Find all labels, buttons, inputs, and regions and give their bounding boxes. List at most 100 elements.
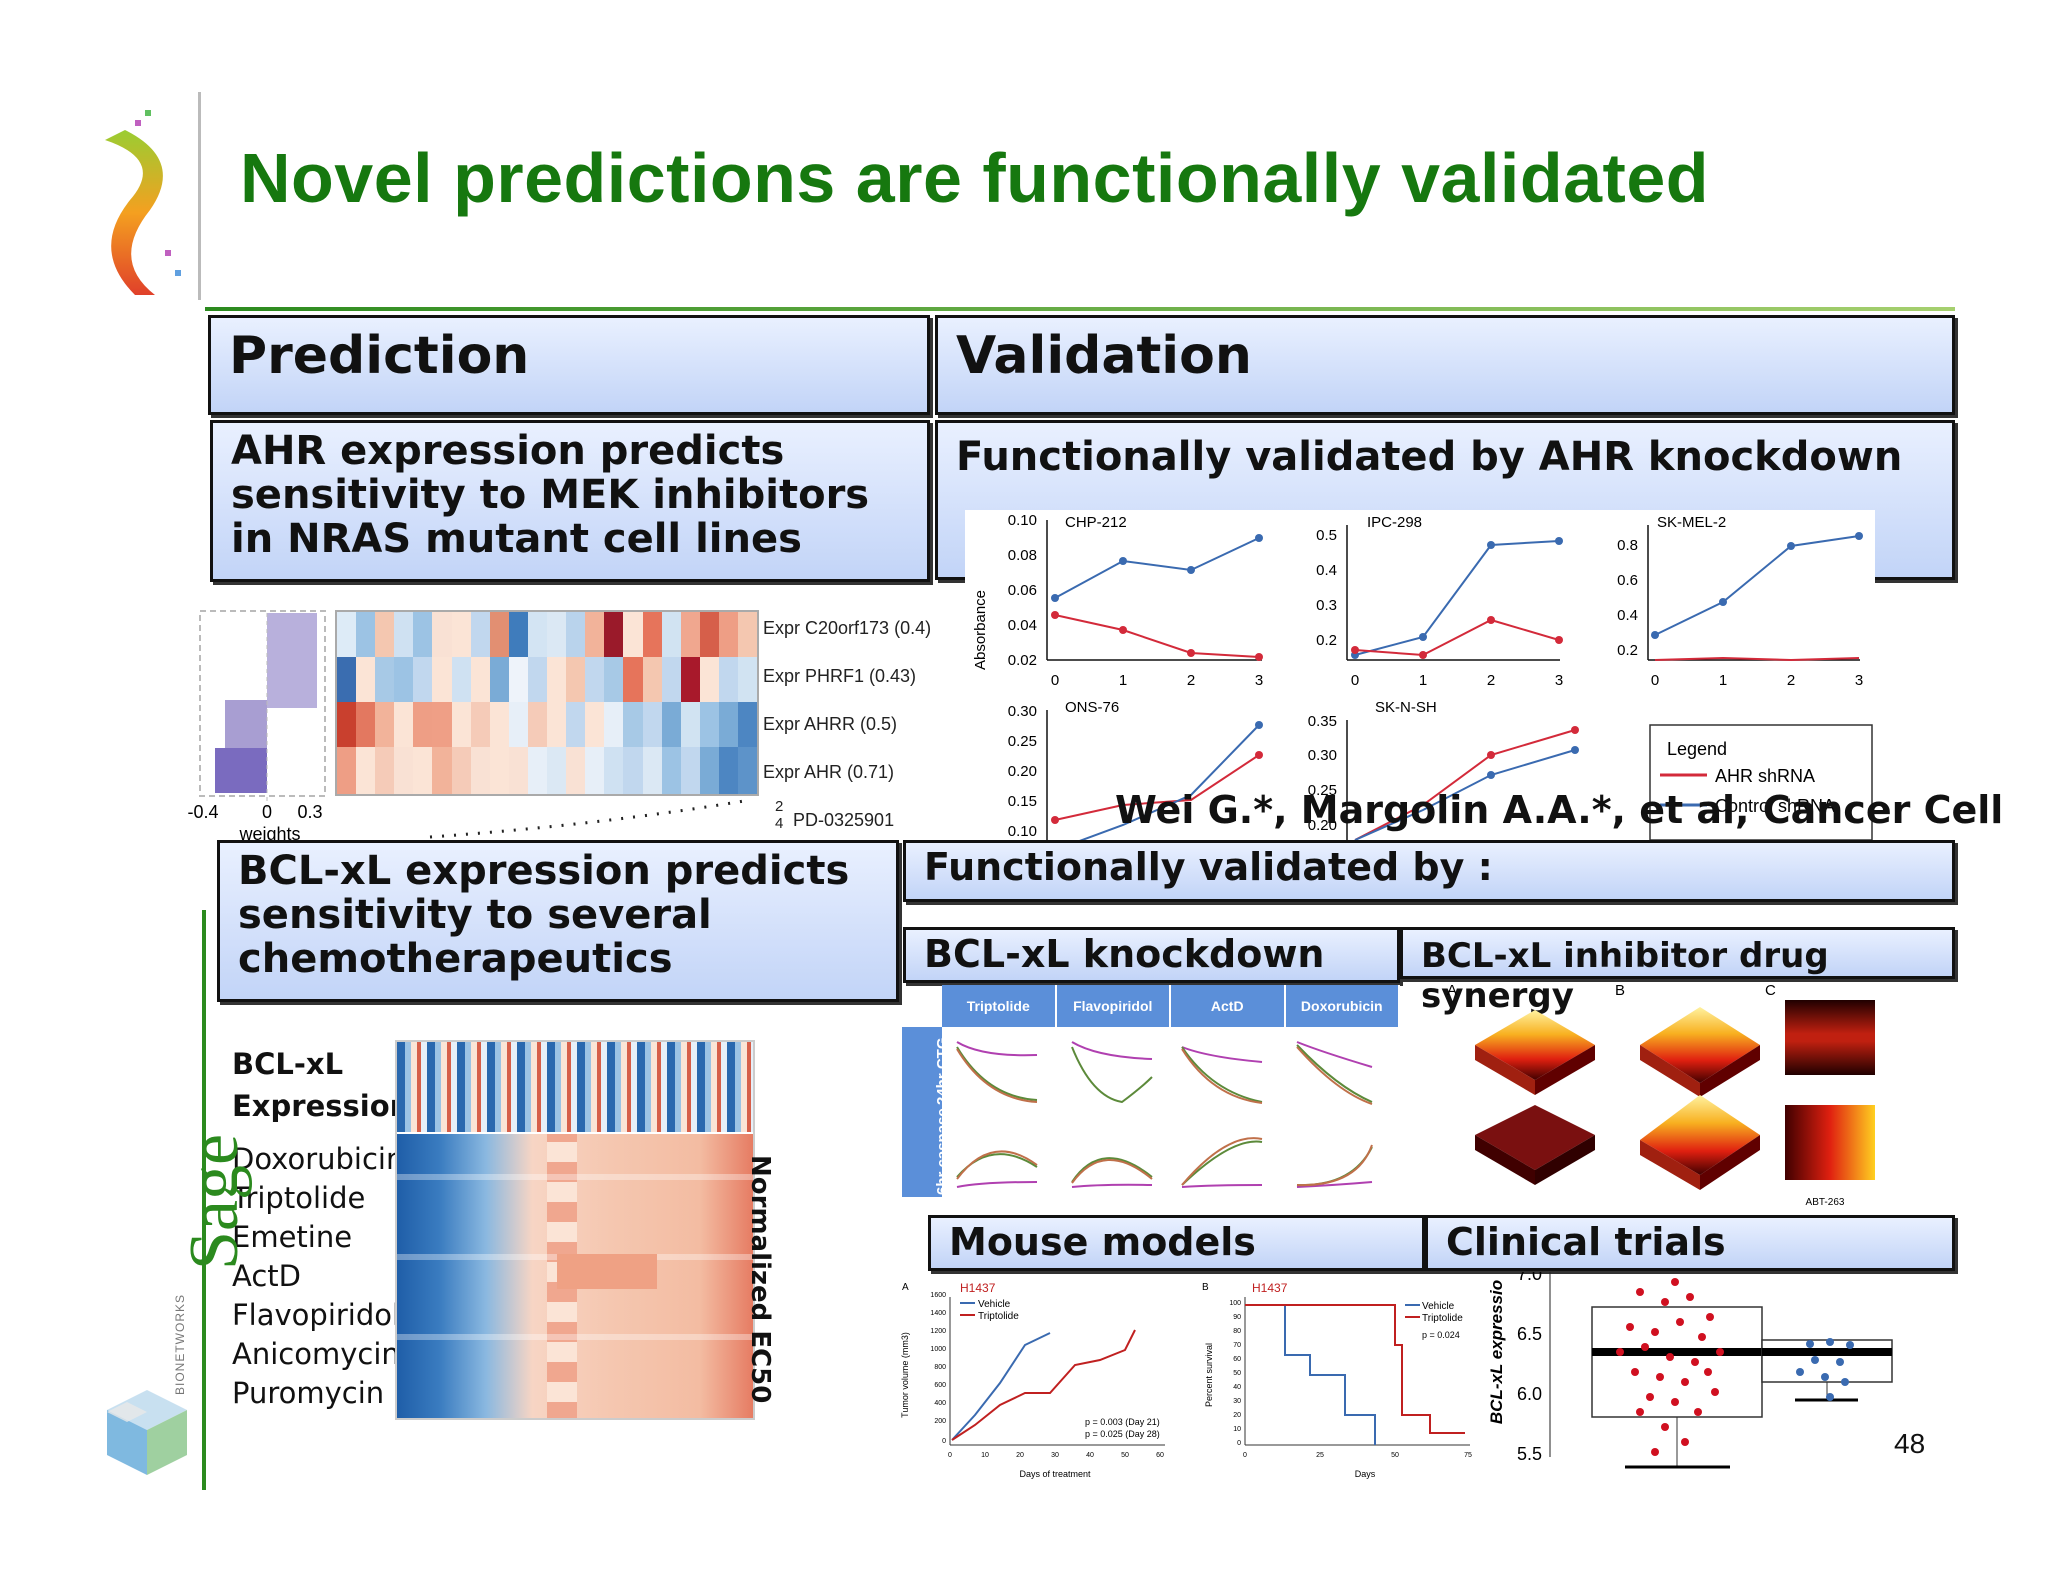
svg-text:0.3: 0.3	[297, 802, 322, 822]
mouse-plots: A H1437 Vehicle Triptolide Tumor volume …	[900, 1281, 1472, 1479]
svg-text:p = 0.003 (Day 21): p = 0.003 (Day 21)	[1085, 1417, 1160, 1427]
svg-text:100: 100	[1229, 1300, 1241, 1307]
svg-text:20: 20	[1233, 1412, 1241, 1419]
heatmap1-row-1: Expr C20orf173 (0.4)	[763, 618, 932, 638]
ahr-knockdown-plots: Absorbance CHP-212 0.10 0.08 0.06 0.04 0…	[972, 512, 1873, 851]
svg-text:40: 40	[1086, 1452, 1094, 1459]
panel-sk-n-sh: SK-N-SH 0.35 0.30 0.25 0.20	[1308, 699, 1579, 841]
svg-text:1400: 1400	[930, 1310, 946, 1317]
svg-text:Triptolide: Triptolide	[1422, 1313, 1463, 1324]
panel-sk-mel-2: SK-MEL-2 0.8 0.6 0.4 0.2 0 1 2 3	[1617, 514, 1863, 689]
svg-text:0: 0	[1351, 672, 1359, 689]
svg-text:0.06: 0.06	[1008, 582, 1037, 599]
panel-ipc-298: IPC-298 0.5 0.4 0.3 0.2 0 1 2 3	[1316, 514, 1563, 689]
dna-logo-graphic	[105, 110, 181, 295]
slide-title: Novel predictions are functionally valid…	[240, 139, 1710, 217]
svg-text:1600: 1600	[930, 1292, 946, 1299]
knockdown-curves	[956, 1041, 1373, 1188]
svg-text:0: 0	[1651, 672, 1659, 689]
svg-text:0.02: 0.02	[1008, 652, 1037, 669]
heatmap1-row-4: Expr AHR (0.71)	[763, 762, 895, 782]
col-doxorubicin: Doxorubicin	[1285, 985, 1400, 1027]
svg-text:50: 50	[1121, 1452, 1129, 1459]
chp-212-label: CHP-212	[1065, 514, 1127, 531]
svg-text:1200: 1200	[930, 1328, 946, 1335]
svg-text:ONS-76: ONS-76	[1065, 699, 1119, 716]
svg-text:0: 0	[262, 802, 272, 822]
sage-logo-text: Sage	[176, 1133, 253, 1270]
bcl-validation-box: Functionally validated by :	[903, 840, 1955, 902]
svg-text:0.4: 0.4	[1316, 562, 1337, 579]
ahr-plots-panel: Absorbance CHP-212 0.10 0.08 0.06 0.04 0…	[965, 510, 1875, 851]
heatmap1-row-2: Expr PHRF1 (0.43)	[763, 666, 917, 686]
synergy-panel: A B C ABT-263	[1445, 982, 1905, 1210]
bcl-prediction-box: BCL-xL expression predicts sensitivity t…	[217, 840, 899, 1002]
heatmap1-row-3: Expr AHRR (0.5)	[763, 714, 898, 734]
activity-label: PD-0325901	[793, 810, 895, 830]
svg-text:A: A	[1447, 985, 1457, 999]
svg-text:2: 2	[1787, 672, 1795, 689]
svg-text:20: 20	[1016, 1452, 1024, 1459]
drug-actd: ActD	[232, 1259, 301, 1293]
svg-text:p = 0.024: p = 0.024	[1422, 1330, 1460, 1340]
bcl-header-2: Expression	[232, 1089, 411, 1123]
svg-text:1: 1	[1719, 672, 1727, 689]
bcl-synergy-box: BCL-xL inhibitor drug synergy	[1400, 927, 1955, 1016]
svg-text:10: 10	[981, 1452, 989, 1459]
svg-text:BCL-xL expressio: BCL-xL expressio	[1487, 1280, 1506, 1424]
synergy-plots: A B C ABT-263	[1447, 982, 1875, 1208]
title-underline	[205, 307, 1955, 311]
citation: Wei G.*, Margolin A.A.*, et al, Cancer C…	[1115, 788, 2004, 832]
svg-text:400: 400	[934, 1400, 946, 1407]
clinical-trials-box: Clinical trials	[1425, 1215, 1955, 1271]
svg-text:0.10: 0.10	[1008, 512, 1037, 529]
svg-text:6.5: 6.5	[1517, 1324, 1542, 1344]
svg-text:0.15: 0.15	[1008, 793, 1037, 810]
svg-text:0: 0	[1051, 672, 1059, 689]
title-divider-vertical	[198, 92, 201, 300]
clinical-points-red	[1616, 1278, 1724, 1456]
svg-text:50: 50	[1391, 1452, 1399, 1459]
svg-text:Days of treatment: Days of treatment	[1019, 1469, 1091, 1479]
svg-text:3: 3	[1855, 672, 1863, 689]
svg-text:Days: Days	[1355, 1469, 1376, 1479]
svg-text:0.04: 0.04	[1008, 617, 1037, 634]
svg-text:0.2: 0.2	[1316, 632, 1337, 649]
svg-text:0.30: 0.30	[1308, 747, 1337, 764]
knockdown-table: Triptolide Flavopiridol ActD Doxorubicin…	[902, 985, 1402, 1205]
legend-control-shrna: Control shRNA	[1715, 796, 1835, 816]
drug-flavopiridol: Flavopiridol	[232, 1298, 401, 1332]
svg-text:2: 2	[1487, 672, 1495, 689]
svg-text:60: 60	[1156, 1452, 1164, 1459]
drug-anicomycin: Anicomycin	[232, 1337, 400, 1371]
svg-text:H1437: H1437	[1252, 1281, 1288, 1295]
svg-text:0.3: 0.3	[1316, 597, 1337, 614]
svg-text:Triptolide: Triptolide	[978, 1311, 1019, 1322]
ahr-weights-bars: -0.4 0 0.3 weights	[187, 610, 326, 843]
normalized-ec50-label: Normalized EC50	[745, 1155, 775, 1404]
svg-text:0.08: 0.08	[1008, 547, 1037, 564]
svg-text:3: 3	[1555, 672, 1563, 689]
panel-chp-212: CHP-212 0.10 0.08 0.06 0.04 0.02 0 1 2 3	[1008, 512, 1263, 689]
ahr-prediction-box: AHR expression predicts sensitivity to M…	[210, 420, 930, 582]
svg-text:80: 80	[1233, 1328, 1241, 1335]
drug-emetine: Emetine	[232, 1220, 353, 1254]
legend-ahr-shrna: AHR shRNA	[1715, 766, 1815, 786]
ahr-legend: Legend AHR shRNA Control shRNA	[1649, 724, 1873, 841]
svg-text:25: 25	[1316, 1452, 1324, 1459]
svg-text:H1437: H1437	[960, 1281, 996, 1295]
svg-text:B: B	[1202, 1282, 1209, 1293]
svg-text:0.25: 0.25	[1008, 733, 1037, 750]
svg-text:30: 30	[1051, 1452, 1059, 1459]
svg-text:0.30: 0.30	[1008, 703, 1037, 720]
svg-text:weights: weights	[238, 824, 300, 843]
svg-text:6.0: 6.0	[1517, 1384, 1542, 1404]
svg-text:1000: 1000	[930, 1346, 946, 1353]
svg-text:1: 1	[1119, 672, 1127, 689]
clinical-boxplot: BCL-xL expressio 7.0 6.5 6.0 5.5	[1487, 1272, 1893, 1469]
page-number: 48	[1890, 1428, 1930, 1460]
drug-doxorubicin: Doxorubicin	[232, 1142, 405, 1176]
svg-text:1: 1	[1419, 672, 1427, 689]
drug-puromycin: Puromycin	[232, 1376, 385, 1410]
bcl-expression-heatmap	[395, 1040, 755, 1420]
